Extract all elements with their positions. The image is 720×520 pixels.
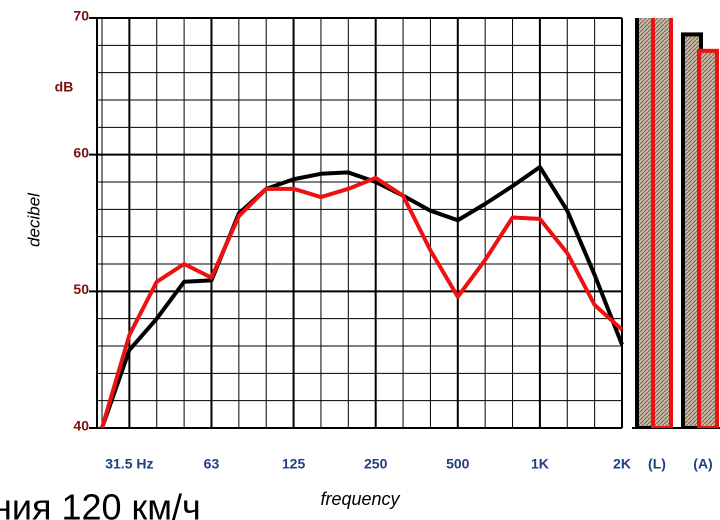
total-label: (A) <box>693 456 712 472</box>
y-tick-label: 50 <box>73 281 89 297</box>
y-tick-label: 70 <box>73 8 89 24</box>
x-tick-label: 2K <box>613 456 631 472</box>
y-axis-label: decibel <box>24 192 43 247</box>
total-label: (L) <box>648 456 666 472</box>
y-unit: dB <box>55 79 74 95</box>
y-tick-label: 40 <box>73 418 89 434</box>
x-tick-label: 1K <box>531 456 549 472</box>
x-axis-label: frequency <box>320 489 400 509</box>
y-tick-label: 60 <box>73 144 89 160</box>
line-series <box>100 175 624 428</box>
caption-fragment: ния 120 км/ч <box>0 487 201 520</box>
total-bar <box>651 18 673 428</box>
x-tick-label: 250 <box>364 456 388 472</box>
x-tick-label: 31.5 Hz <box>105 456 153 472</box>
line-series <box>100 164 624 428</box>
x-tick-label: 125 <box>282 456 306 472</box>
x-tick-label: 500 <box>446 456 470 472</box>
total-bar <box>697 48 719 428</box>
x-tick-label: 63 <box>204 456 220 472</box>
